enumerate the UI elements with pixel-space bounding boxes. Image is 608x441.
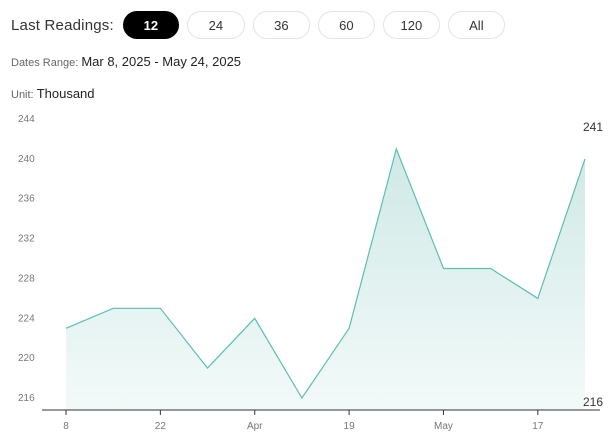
min-value-label: 216 (583, 395, 603, 409)
y-tick-label: 220 (18, 353, 35, 364)
data-point[interactable] (346, 325, 352, 331)
y-tick-label: 232 (18, 234, 35, 245)
data-point[interactable] (582, 156, 588, 162)
data-point[interactable] (157, 305, 163, 311)
unit-value: Thousand (36, 86, 95, 101)
data-point[interactable] (252, 315, 258, 321)
series-line (65, 146, 586, 400)
readings-option-all[interactable]: All (447, 11, 505, 39)
x-tick-label: May (434, 421, 453, 432)
data-point[interactable] (63, 325, 69, 331)
y-tick-label: 240 (18, 154, 35, 165)
x-tick-label: Apr (247, 421, 263, 432)
readings-selector: Last Readings: 12 24 36 60 120 All (11, 10, 513, 40)
y-axis: 244 240 236 232 228 224 220 216 (18, 114, 35, 404)
data-point[interactable] (110, 305, 116, 311)
unit-label: Unit: (11, 89, 34, 101)
readings-option-36[interactable]: 36 (252, 11, 310, 39)
data-point[interactable] (205, 365, 211, 371)
last-readings-title: Last Readings: (11, 16, 114, 34)
y-tick-label: 236 (18, 194, 35, 205)
dates-range-value: Mar 8, 2025 - May 24, 2025 (81, 54, 242, 69)
data-point[interactable] (299, 395, 305, 401)
data-point[interactable] (393, 146, 399, 152)
readings-option-24[interactable]: 24 (186, 11, 245, 39)
readings-option-60[interactable]: 60 (317, 11, 375, 39)
readings-option-12[interactable]: 12 (122, 11, 179, 39)
data-point[interactable] (488, 265, 494, 271)
x-tick-label: 22 (155, 421, 167, 432)
y-tick-label: 228 (18, 273, 35, 284)
x-tick-label: 17 (532, 421, 544, 432)
readings-option-120[interactable]: 120 (382, 11, 440, 39)
y-tick-label: 224 (18, 313, 35, 324)
x-tick-label: 19 (344, 421, 356, 432)
y-tick-label: 216 (18, 393, 35, 404)
data-point[interactable] (535, 295, 541, 301)
dates-range: Dates Range: Mar 8, 2025 - May 24, 2025 (11, 54, 241, 69)
y-tick-label: 244 (18, 114, 35, 125)
dates-range-label: Dates Range: (11, 57, 79, 69)
x-tick-label: 8 (63, 421, 69, 432)
data-point[interactable] (440, 265, 446, 271)
x-axis: 8 22 Apr 19 May 17 (63, 410, 544, 432)
unit-info: Unit: Thousand (11, 86, 95, 101)
area-fill (66, 148, 585, 410)
max-value-label: 241 (583, 120, 603, 134)
